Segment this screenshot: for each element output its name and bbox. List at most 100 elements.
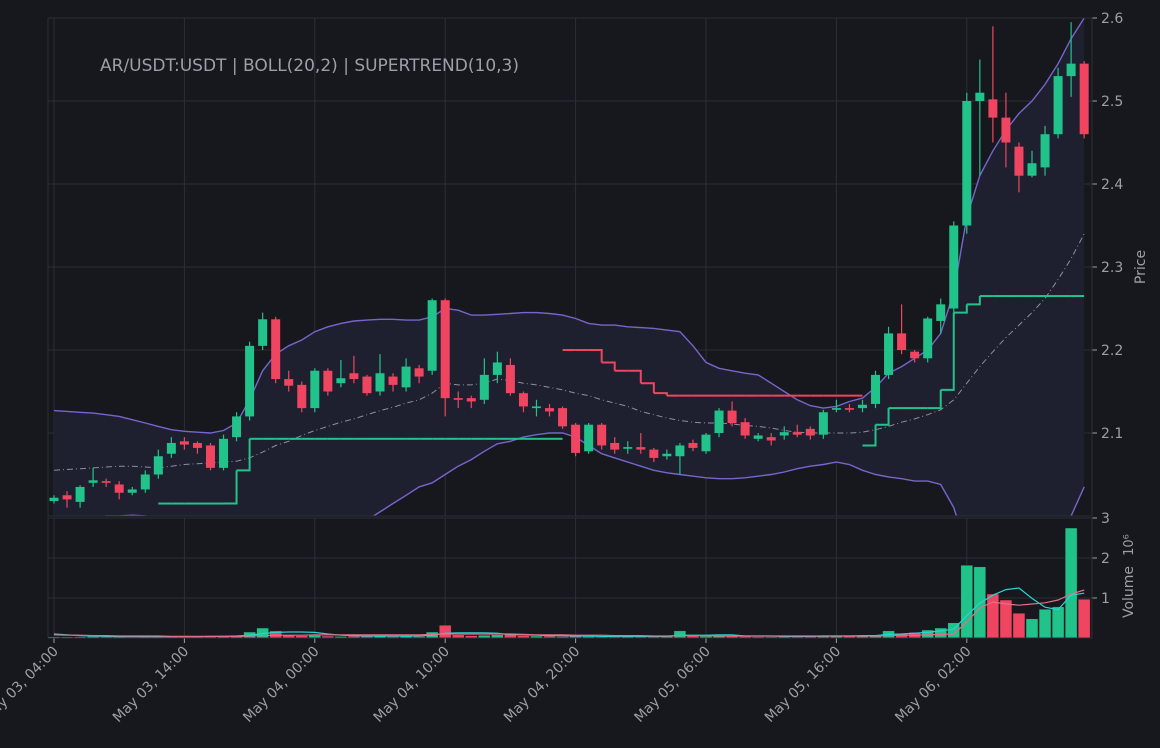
volume-bar	[478, 634, 491, 638]
candle-body	[701, 434, 711, 452]
candle-body	[1066, 63, 1076, 77]
candle-body	[1027, 163, 1037, 176]
volume-bar	[1012, 612, 1026, 638]
candle-body	[127, 489, 137, 493]
candle-body	[88, 480, 98, 483]
supertrend-step	[862, 424, 877, 447]
y-tick-label: 2.4	[1101, 177, 1123, 193]
candle-body	[884, 333, 894, 375]
candle-body	[936, 304, 946, 321]
candle-body	[962, 101, 972, 226]
candle-body	[897, 333, 907, 350]
bollinger-upper	[53, 18, 1085, 434]
candle-body	[766, 437, 776, 441]
candle-body	[623, 447, 633, 449]
candle-body	[805, 428, 815, 436]
candle-body	[688, 442, 698, 448]
candle-body	[636, 447, 646, 450]
candle-body	[831, 408, 841, 410]
supertrend-step	[236, 438, 251, 472]
candle-body	[949, 225, 959, 309]
volume	[48, 527, 1091, 638]
candle-body	[662, 453, 672, 457]
volume-bar	[321, 635, 335, 638]
candle-body	[466, 398, 476, 402]
candle-body	[114, 484, 124, 493]
candle-body	[988, 99, 998, 118]
candle-body	[245, 345, 255, 417]
candle-body	[219, 438, 229, 468]
volume-bar	[530, 635, 543, 638]
volume-bar	[673, 630, 687, 638]
candle-body	[179, 441, 189, 445]
candle-body	[923, 318, 933, 359]
volume-bar	[1077, 598, 1091, 638]
candle-body	[818, 412, 828, 435]
candles	[49, 22, 1089, 508]
volume-bar	[1025, 618, 1039, 638]
supertrend-step	[588, 349, 603, 363]
volume-bar	[504, 632, 517, 638]
candle-body	[727, 410, 737, 424]
volume-bar	[921, 629, 934, 638]
candle-body	[531, 406, 541, 409]
candle-body	[153, 456, 163, 475]
candle-body	[49, 497, 59, 502]
chart-title: AR/USDT:USDT | BOLL(20,2) | SUPERTREND(1…	[100, 56, 519, 76]
candle-body	[271, 319, 281, 380]
volume-bar	[1064, 527, 1078, 638]
candle-body	[232, 416, 242, 438]
candle-body	[323, 370, 333, 392]
candle-body	[310, 370, 320, 409]
candle-body	[440, 300, 450, 399]
supertrend-step	[627, 369, 642, 384]
y-axis-label: Price	[1133, 250, 1149, 284]
volume-bar	[960, 564, 974, 638]
candle-body	[610, 442, 620, 450]
y-tick-label: 2	[1101, 551, 1110, 567]
candle-body	[1079, 63, 1089, 135]
candle-body	[375, 373, 385, 392]
candle-body	[558, 408, 568, 427]
candle-body	[779, 432, 789, 436]
candle-body	[1001, 117, 1011, 143]
candle-body	[753, 435, 763, 439]
volume-frame	[47, 517, 1093, 639]
candle-body	[192, 442, 202, 448]
candle-body	[297, 384, 307, 409]
candle-body	[258, 319, 268, 346]
supertrend-step	[966, 296, 981, 306]
candle-body	[844, 408, 854, 410]
supertrend-step	[875, 408, 890, 426]
candle-body	[649, 449, 659, 458]
candle-body	[571, 424, 581, 453]
candle-body	[714, 410, 724, 433]
candle-body	[910, 351, 920, 359]
candle-body	[140, 474, 150, 490]
candle-body	[362, 376, 372, 394]
candle-body	[975, 92, 985, 101]
y-tick-label: 2.6	[1101, 11, 1123, 27]
candle-body	[166, 442, 176, 454]
candle-body	[1053, 76, 1063, 135]
candle-body	[414, 368, 424, 377]
candle-body	[479, 374, 489, 400]
candle-body	[453, 398, 463, 400]
price-frame	[47, 17, 1093, 517]
volume-ma	[53, 589, 1085, 637]
candle-body	[349, 373, 359, 380]
candle-body	[205, 445, 215, 468]
candle-body	[1014, 146, 1024, 176]
volume-bar	[438, 624, 452, 638]
volume-multiplier: 10⁶	[1122, 534, 1137, 556]
volume-axis-label: Volume	[1121, 566, 1137, 618]
y-tick-label: 2.3	[1101, 260, 1123, 276]
candle-body	[857, 404, 867, 409]
candle-body	[584, 424, 594, 452]
y-tick-label: 2.2	[1101, 343, 1123, 359]
supertrend-step	[927, 389, 942, 410]
supertrend	[158, 295, 1085, 505]
candle-body	[1040, 134, 1050, 168]
candle-body	[740, 422, 750, 436]
